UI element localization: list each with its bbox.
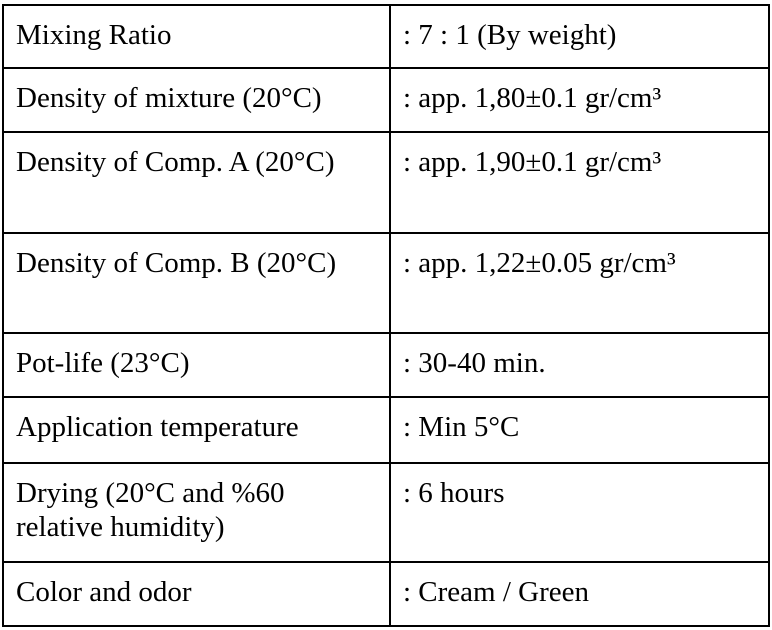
table-row-application-temperature: Application temperature : Min 5°C <box>2 396 770 464</box>
table-row-color-and-odor: Color and odor : Cream / Green <box>2 561 770 627</box>
property-value: : app. 1,80±0.1 gr/cm³ <box>389 67 770 133</box>
specification-table: Mixing Ratio : 7 : 1 (By weight) Density… <box>2 4 770 627</box>
property-value: : Cream / Green <box>389 561 770 627</box>
table-row-drying: Drying (20°C and %60 relative humidity) … <box>2 462 770 563</box>
table-row-density-comp-a: Density of Comp. A (20°C) : app. 1,90±0.… <box>2 131 770 234</box>
property-value: : Min 5°C <box>389 396 770 464</box>
property-value: : 7 : 1 (By weight) <box>389 4 770 69</box>
table-row-mixing-ratio: Mixing Ratio : 7 : 1 (By weight) <box>2 4 770 69</box>
property-value: : app. 1,22±0.05 gr/cm³ <box>389 232 770 334</box>
table-row-density-of-mixture: Density of mixture (20°C) : app. 1,80±0.… <box>2 67 770 133</box>
property-label: Drying (20°C and %60 relative humidity) <box>2 462 391 563</box>
property-value: : 30-40 min. <box>389 332 770 398</box>
property-label: Pot-life (23°C) <box>2 332 391 398</box>
property-label: Density of mixture (20°C) <box>2 67 391 133</box>
property-value: : app. 1,90±0.1 gr/cm³ <box>389 131 770 234</box>
property-label: Application temperature <box>2 396 391 464</box>
property-label: Density of Comp. A (20°C) <box>2 131 391 234</box>
table-row-density-comp-b: Density of Comp. B (20°C) : app. 1,22±0.… <box>2 232 770 334</box>
property-value: : 6 hours <box>389 462 770 563</box>
property-label: Density of Comp. B (20°C) <box>2 232 391 334</box>
table-row-pot-life: Pot-life (23°C) : 30-40 min. <box>2 332 770 398</box>
property-label: Mixing Ratio <box>2 4 391 69</box>
property-label: Color and odor <box>2 561 391 627</box>
